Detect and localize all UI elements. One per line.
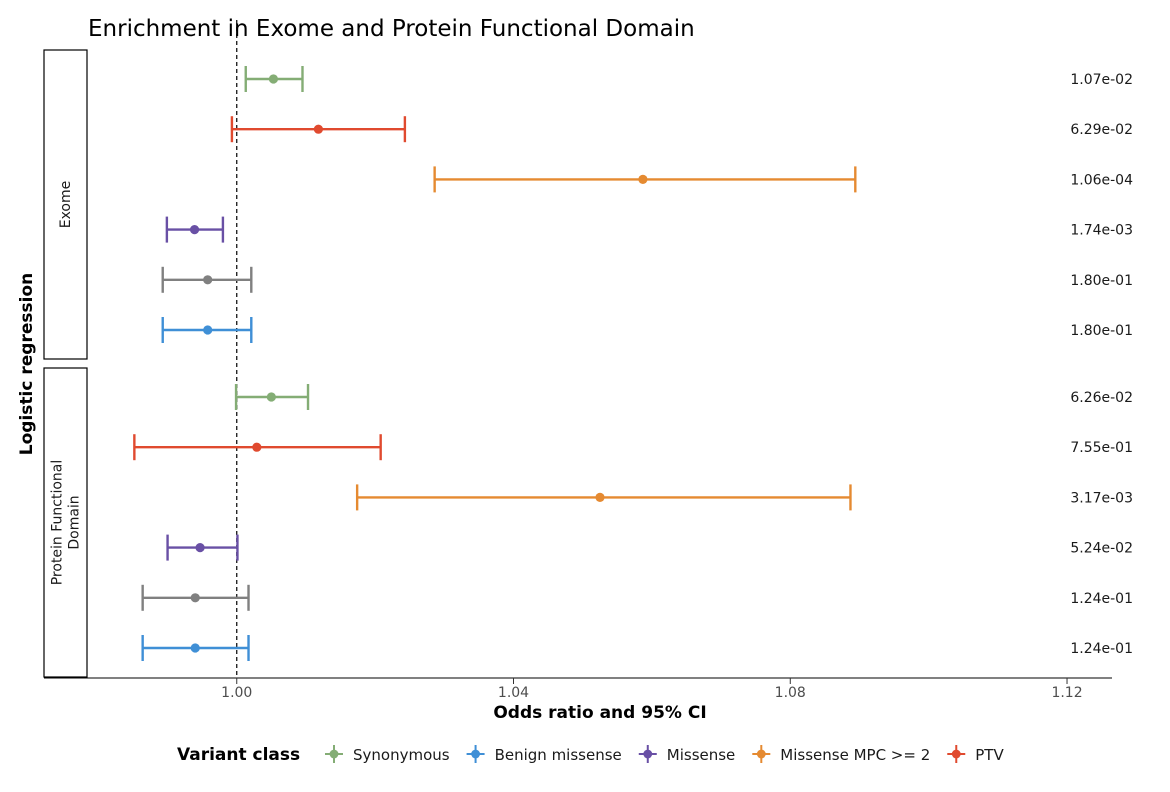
facet-label: Protein Functional: [50, 460, 66, 586]
facet-strip: [43, 367, 88, 678]
x-tick-label: 1.04: [498, 685, 529, 701]
legend-entry-label: Missense MPC >= 2: [780, 746, 930, 764]
legend-entry-label: Synonymous: [353, 746, 450, 764]
p-value-label: 1.06e-04: [1070, 172, 1133, 188]
legend-title: Variant class: [177, 745, 300, 765]
p-value-label: 1.80e-01: [1070, 323, 1133, 339]
point-estimate: [189, 225, 200, 235]
facet-label: Exome: [58, 181, 74, 229]
x-tick-label: 1.12: [1051, 685, 1082, 701]
point-estimate: [266, 392, 276, 402]
p-value-label: 1.24e-01: [1070, 591, 1133, 607]
legend-entry-label: PTV: [975, 746, 1004, 764]
chart-title: Enrichment in Exome and Protein Function…: [88, 16, 695, 42]
legend-entry-label: Benign missense: [495, 746, 622, 764]
legend-key-point: [643, 749, 653, 759]
point-estimate: [190, 643, 200, 653]
legend-key-point: [471, 749, 480, 759]
p-value-label: 6.29e-02: [1070, 122, 1133, 138]
legend-key-point: [756, 749, 766, 759]
point-estimate: [313, 124, 323, 134]
point-estimate: [190, 593, 200, 603]
legend-key-point: [951, 749, 961, 759]
point-estimate: [638, 174, 648, 184]
point-estimate: [203, 325, 213, 335]
x-axis-title: Odds ratio and 95% CI: [493, 703, 706, 723]
point-estimate: [252, 442, 262, 452]
p-value-label: 6.26e-02: [1070, 390, 1133, 406]
p-value-label: 5.24e-02: [1070, 541, 1133, 557]
point-estimate: [195, 543, 205, 553]
p-value-label: 1.80e-01: [1070, 273, 1133, 289]
x-tick-label: 1.08: [775, 685, 806, 701]
point-estimate: [203, 275, 213, 285]
facet-label: Domain: [67, 495, 83, 549]
x-tick-label: 1.00: [221, 685, 252, 701]
p-value-label: 7.55e-01: [1070, 440, 1133, 456]
y-axis-title: Logistic regression: [17, 273, 37, 455]
point-estimate: [595, 492, 605, 502]
p-value-label: 3.17e-03: [1070, 490, 1133, 506]
point-estimate: [268, 74, 279, 84]
legend-key-point: [329, 749, 339, 759]
legend-entry-label: Missense: [667, 746, 736, 764]
facet-strip: [43, 49, 88, 360]
p-value-label: 1.24e-01: [1070, 641, 1133, 657]
p-value-label: 1.07e-02: [1070, 72, 1133, 88]
p-value-label: 1.74e-03: [1070, 223, 1133, 239]
